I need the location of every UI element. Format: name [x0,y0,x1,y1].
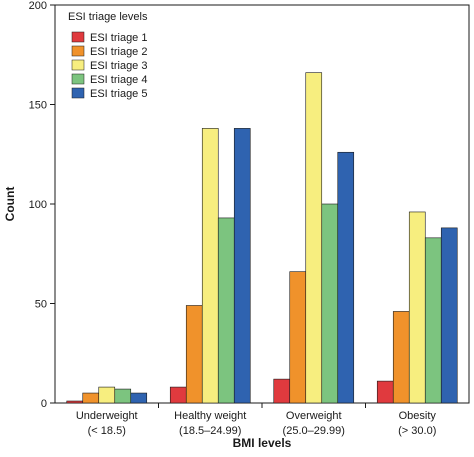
y-tick-label: 150 [29,100,47,112]
y-axis-title: Count [3,187,17,222]
legend: ESI triage levels ESI triage 1 ESI triage… [68,11,148,100]
legend-swatch [71,31,85,43]
x-category-label: Overweight [286,410,342,422]
y-tick-label: 100 [29,199,47,211]
legend-swatch [71,87,85,99]
bar-esi-triage-2-3 [392,311,410,404]
bar-esi-triage-3-2 [305,72,323,404]
legend-label: ESI triage 3 [90,60,147,72]
x-category-label: Underweight [76,410,138,422]
y-tick-label: 0 [41,398,47,410]
x-category-label: Obesity [399,410,437,422]
bar-esi-triage-3-1 [201,128,219,404]
x-category-label: Healthy weight [174,410,246,422]
x-axis-title: BMI levels [233,436,292,450]
bar-esi-triage-1-3 [376,380,394,404]
legend-swatch [71,45,85,57]
bar-esi-triage-1-2 [273,378,291,404]
bar-esi-triage-3-3 [408,211,426,404]
bar-esi-triage-3-0 [98,386,116,404]
legend-swatch [71,73,85,85]
bar-esi-triage-2-0 [82,392,100,404]
legend-label: ESI triage 4 [90,74,147,86]
legend-label: ESI triage 2 [90,46,147,58]
bar-esi-triage-5-1 [233,128,251,404]
y-tick-label: 50 [35,299,47,311]
x-axis: Underweight (< 18.5) Healthy weight (18.5–2… [76,403,437,437]
bar-esi-triage-4-3 [424,237,442,404]
bar-esi-triage-2-2 [289,271,307,404]
legend-label: ESI triage 5 [90,88,147,100]
legend-swatch [71,59,85,71]
y-axis: 0 50 100 150 200 [29,0,55,410]
x-category-label: (18.5–24.99) [179,425,241,437]
bar-esi-triage-5-0 [130,392,148,404]
bar-esi-triage-4-1 [217,217,235,404]
x-category-label: (25.0–29.99) [283,425,345,437]
y-tick-label: 200 [29,0,47,12]
bar-esi-triage-4-2 [321,203,339,404]
legend-label: ESI triage 1 [90,32,147,44]
bar-esi-triage-4-0 [114,388,132,404]
bar-esi-triage-5-3 [440,227,458,404]
bar-esi-triage-5-2 [337,151,355,404]
x-category-label: (> 30.0) [398,425,436,437]
x-category-label: (< 18.5) [88,425,126,437]
bars [66,72,458,404]
bar-esi-triage-1-1 [169,386,187,404]
bar-esi-triage-2-1 [185,305,203,404]
bar-esi-triage-1-0 [66,400,84,404]
legend-title: ESI triage levels [68,11,148,23]
